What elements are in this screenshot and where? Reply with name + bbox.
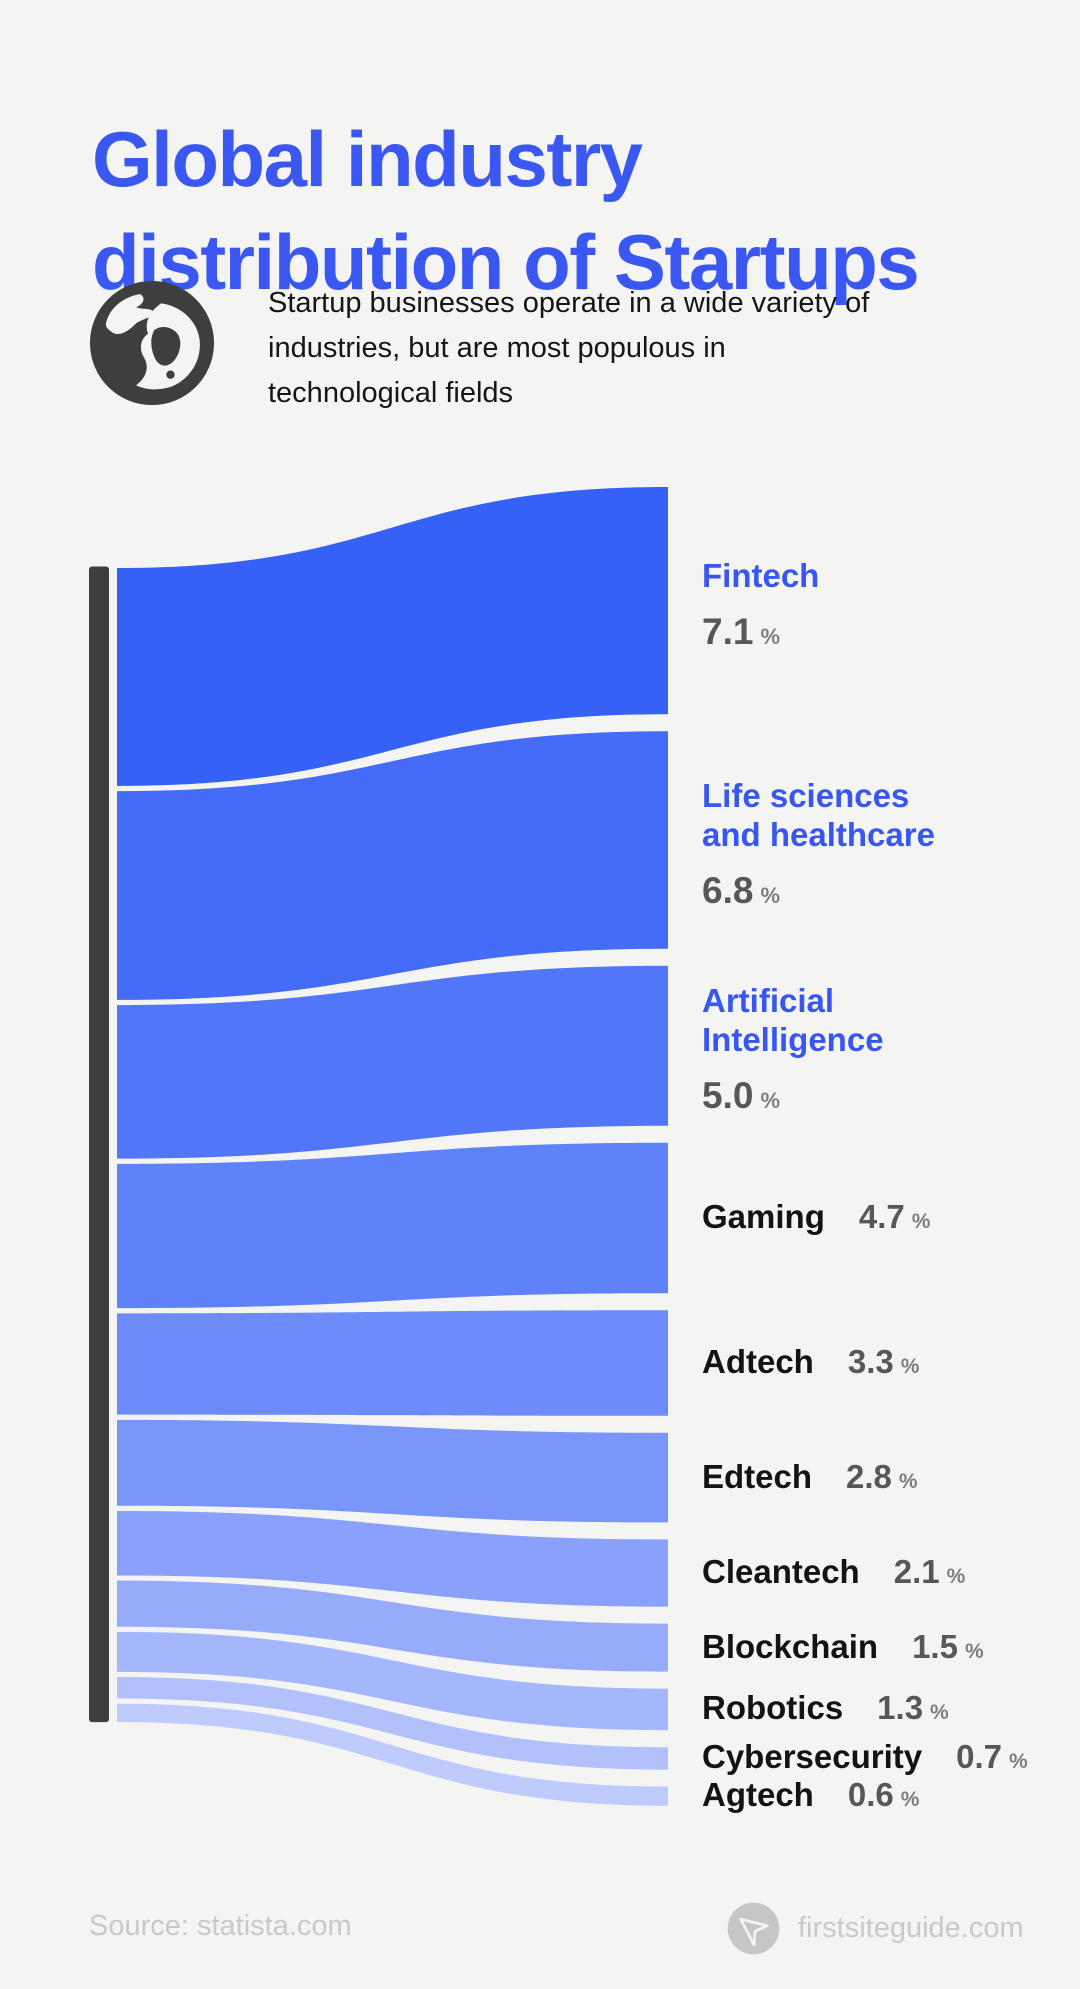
- flow-band-life-sciences-and-healthcare: [117, 731, 668, 1000]
- flow-band-cleantech: [117, 1510, 668, 1607]
- flow-band-artificial-intelligence: [117, 965, 668, 1159]
- flow-band-robotics: [117, 1631, 668, 1731]
- flow-band-agtech: [117, 1703, 668, 1806]
- flow-band-cybersecurity: [117, 1677, 668, 1770]
- flow-band-fintech: [117, 487, 668, 786]
- source-credit: Source: statista.com: [89, 1910, 352, 1942]
- source-bar: [89, 566, 109, 1723]
- flow-band-blockchain: [117, 1580, 668, 1672]
- subtitle-line-1: Startup businesses operate in a wide var…: [268, 287, 870, 319]
- subtitle: Startup businesses operate in a wide var…: [268, 281, 869, 416]
- brand-name: firstsiteguide.com: [798, 1912, 1024, 1944]
- subtitle-line-2: industries, but are most populous in: [268, 332, 726, 364]
- subtitle-line-3: technological fields: [268, 377, 514, 409]
- title-line-2: distribution of Startups: [92, 218, 920, 307]
- brand-footer: firstsiteguide.com: [726, 1901, 1024, 1956]
- paper-plane-icon: [727, 1902, 780, 1955]
- flow-band-gaming: [117, 1142, 668, 1309]
- globe-icon: [86, 277, 218, 409]
- title-line-1: Global industry: [92, 115, 643, 204]
- flow-band-adtech: [117, 1310, 668, 1416]
- flow-band-edtech: [117, 1419, 668, 1523]
- page-title: Global industry distribution of Startups: [92, 108, 920, 314]
